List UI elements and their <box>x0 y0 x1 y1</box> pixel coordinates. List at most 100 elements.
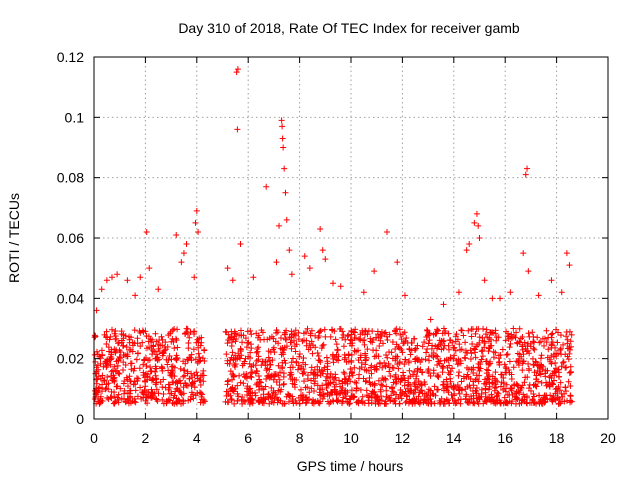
x-tick-label: 6 <box>244 430 252 446</box>
data-point <box>333 341 340 348</box>
data-point <box>357 336 364 343</box>
data-point <box>465 366 472 373</box>
data-point <box>111 363 118 370</box>
data-point <box>490 354 497 361</box>
data-point <box>482 397 489 404</box>
data-point <box>388 384 395 391</box>
data-point <box>360 375 367 382</box>
data-point <box>199 372 206 379</box>
data-point <box>435 358 442 365</box>
data-point <box>481 344 488 351</box>
data-point <box>168 390 175 397</box>
data-point <box>521 396 528 403</box>
data-point <box>308 327 315 334</box>
data-point <box>557 345 564 352</box>
data-point <box>537 361 544 368</box>
data-point <box>108 274 115 281</box>
data-point <box>505 367 512 374</box>
data-point <box>290 355 297 362</box>
data-point <box>106 336 113 343</box>
data-point <box>397 379 404 386</box>
data-point <box>441 329 448 336</box>
data-point <box>122 362 129 369</box>
data-point <box>454 361 461 368</box>
data-point <box>111 400 118 407</box>
data-point <box>412 345 419 352</box>
data-point <box>392 376 399 383</box>
data-point <box>454 336 461 343</box>
data-point <box>386 368 393 375</box>
data-point <box>421 381 428 388</box>
data-point <box>458 387 465 394</box>
data-point <box>456 341 463 348</box>
data-point <box>134 340 141 347</box>
data-point <box>566 262 573 269</box>
data-point <box>289 396 296 403</box>
data-point <box>395 394 402 401</box>
data-point <box>229 376 236 383</box>
data-point <box>164 361 171 368</box>
data-point <box>466 382 473 389</box>
data-point <box>306 340 313 347</box>
data-point <box>508 387 515 394</box>
data-point <box>108 355 115 362</box>
data-point <box>469 388 476 395</box>
data-point <box>312 378 319 385</box>
data-point <box>472 330 479 337</box>
data-point <box>374 398 381 405</box>
data-point <box>173 355 180 362</box>
data-point <box>245 388 252 395</box>
y-tick-label: 0 <box>76 411 84 427</box>
data-point <box>301 253 308 260</box>
data-point <box>239 362 246 369</box>
data-point <box>154 398 161 405</box>
data-point <box>529 329 536 336</box>
data-point <box>566 344 573 351</box>
data-point <box>180 373 187 380</box>
data-point <box>507 289 514 296</box>
data-point <box>182 330 189 337</box>
data-point <box>162 384 169 391</box>
data-point <box>288 334 295 341</box>
data-point <box>257 336 264 343</box>
data-point <box>382 329 389 336</box>
data-point <box>120 342 127 349</box>
data-point <box>510 325 517 332</box>
data-point <box>334 398 341 405</box>
data-point <box>501 394 508 401</box>
data-point <box>231 400 238 407</box>
data-point <box>348 393 355 400</box>
data-point <box>380 340 387 347</box>
data-point <box>147 364 154 371</box>
data-point <box>568 331 575 338</box>
data-point <box>288 331 295 338</box>
data-point <box>327 333 334 340</box>
data-point <box>366 374 373 381</box>
data-point <box>367 364 374 371</box>
data-point <box>417 358 424 365</box>
data-point <box>533 372 540 379</box>
data-point <box>549 397 556 404</box>
data-point <box>295 329 302 336</box>
data-point <box>492 330 499 337</box>
data-point <box>423 334 430 341</box>
data-point <box>485 348 492 355</box>
data-point <box>348 337 355 344</box>
data-point <box>232 352 239 359</box>
data-point <box>524 400 531 407</box>
data-point <box>375 334 382 341</box>
data-point <box>512 334 519 341</box>
data-point <box>195 350 202 357</box>
data-point <box>409 400 416 407</box>
data-point <box>524 340 531 347</box>
data-point <box>552 360 559 367</box>
data-point <box>467 375 474 382</box>
data-point <box>335 397 342 404</box>
data-point <box>193 207 200 214</box>
data-point <box>502 388 509 395</box>
data-point <box>412 383 419 390</box>
y-tick-label: 0.06 <box>57 230 84 246</box>
data-point <box>501 361 508 368</box>
data-point <box>399 349 406 356</box>
data-point <box>531 346 538 353</box>
